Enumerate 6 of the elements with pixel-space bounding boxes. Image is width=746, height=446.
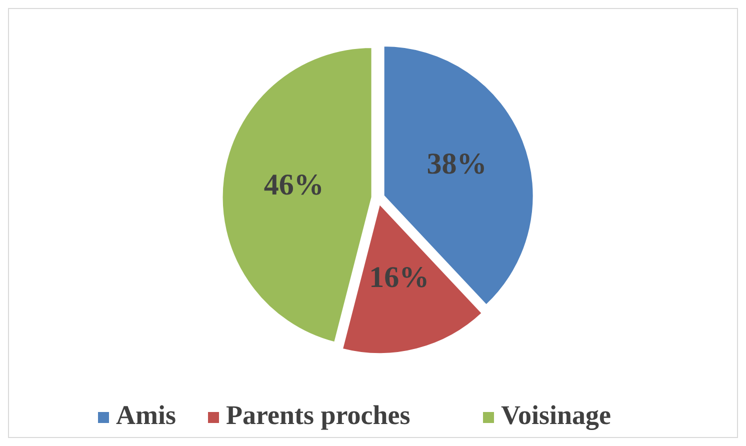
- legend-label: Parents proches: [226, 400, 410, 430]
- legend-label: Amis: [116, 400, 176, 430]
- legend-label: Voisinage: [501, 400, 612, 430]
- data-label: 16%: [369, 260, 430, 294]
- data-label: 38%: [426, 148, 487, 181]
- data-label: 46%: [264, 168, 324, 202]
